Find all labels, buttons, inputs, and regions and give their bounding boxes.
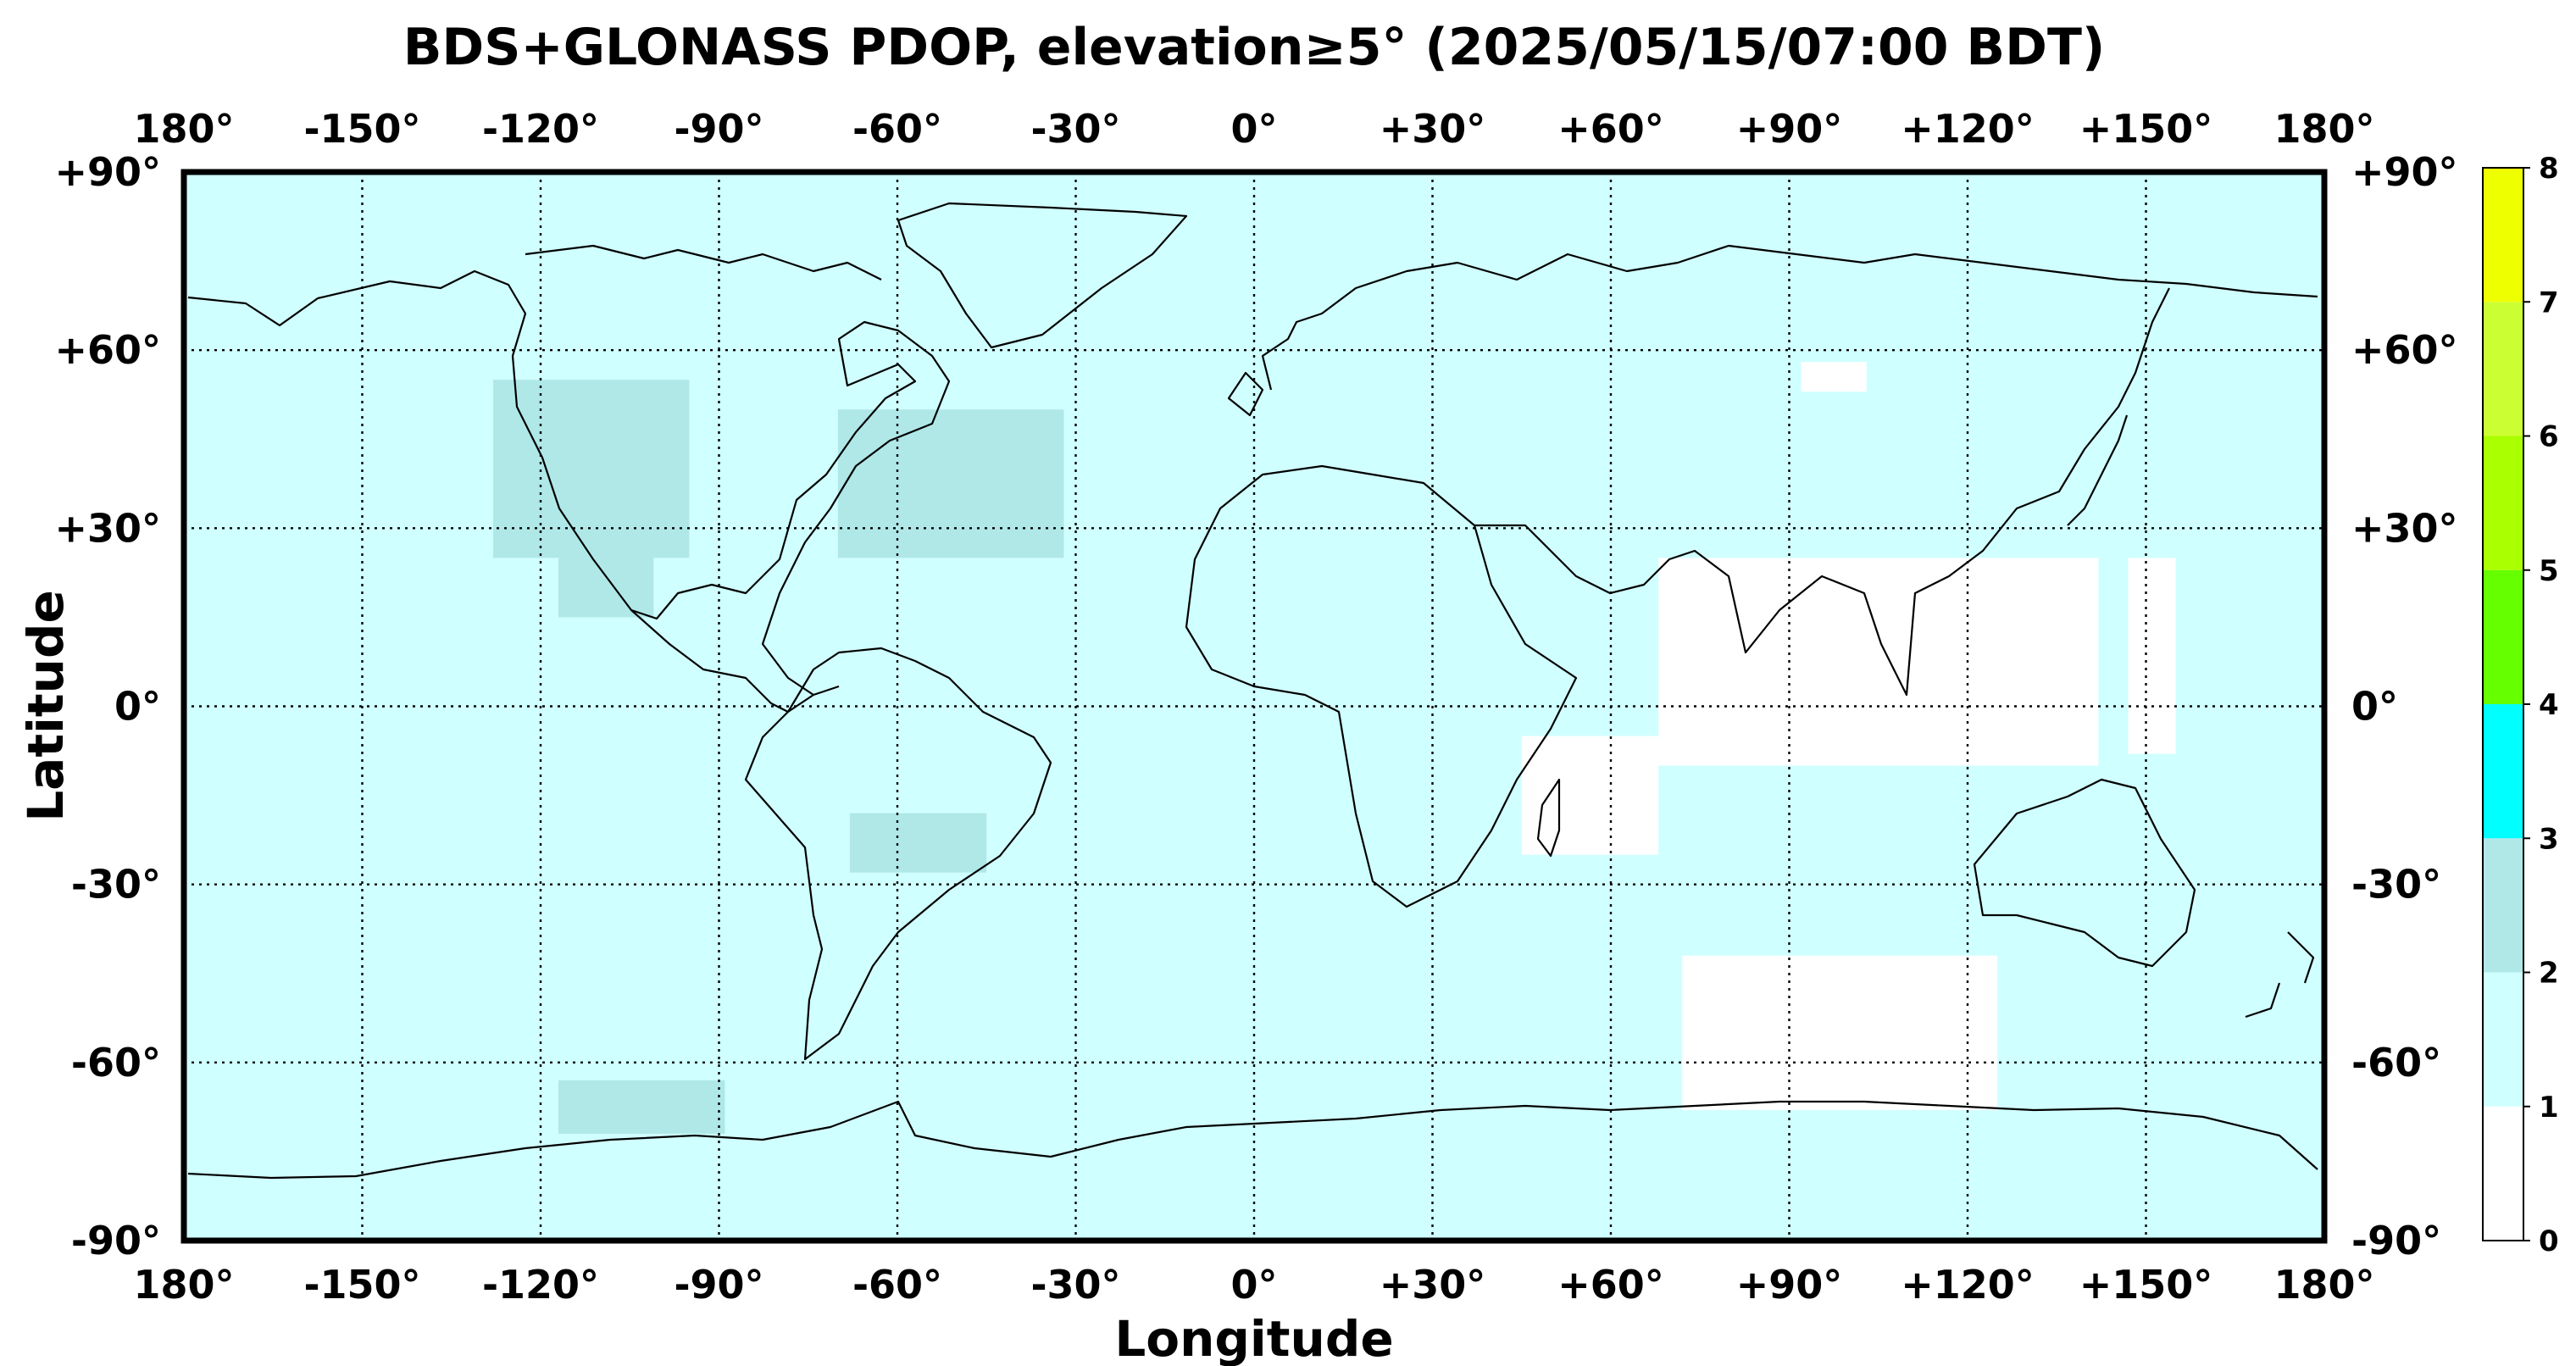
longitude-tick-label: -90°: [674, 106, 763, 152]
colorbar-segment: [2483, 569, 2523, 704]
longitude-tick-label: +90°: [1736, 1262, 1843, 1308]
coast-north-america: [187, 269, 951, 696]
longitude-tick-label: -150°: [303, 1262, 420, 1308]
longitude-tick-labels-top: 180° -150° -120° -90° -60° -30° 0° +30° +60° +90°…: [133, 106, 2374, 152]
coast-south-america: [744, 647, 1052, 1061]
colorbar-tick-label: 7: [2539, 286, 2559, 319]
longitude-tick-label: 180°: [2273, 106, 2374, 152]
longitude-tick-label: -60°: [852, 1262, 942, 1308]
longitude-tick-label: -60°: [852, 106, 942, 152]
colorbar-segments: [2483, 168, 2523, 1241]
pdop-region-1: [837, 409, 1064, 558]
longitude-tick-label: +60°: [1557, 1262, 1664, 1308]
longitude-tick-label: -150°: [303, 106, 420, 152]
coast-eurasia-north: [1261, 244, 2318, 391]
latitude-tick-label: -90°: [2351, 1218, 2441, 1263]
coast-australia: [1973, 778, 2196, 968]
coast-japan: [2067, 414, 2129, 526]
latitude-tick-label: -30°: [71, 862, 161, 908]
coast-asia-south: [1474, 287, 2170, 697]
colorbar-segment: [2483, 1106, 2523, 1241]
latitude-tick-label: -60°: [71, 1040, 161, 1086]
coastlines: [187, 202, 2318, 1180]
longitude-tick-labels-bottom: 180° -150° -120° -90° -60° -30° 0° +30° +60° +90°…: [133, 1262, 2374, 1308]
colorbar-tick-label: 3: [2539, 822, 2559, 856]
latitude-tick-label: +90°: [54, 149, 161, 195]
longitude-tick-label: 180°: [133, 1262, 234, 1308]
pdop-region-8: [2128, 558, 2176, 754]
longitude-tick-label: +120°: [1901, 1262, 2035, 1308]
longitude-tick-label: 0°: [1230, 106, 1277, 152]
longitude-tick-label: 0°: [1230, 1262, 1277, 1308]
pdop-region-4: [558, 1080, 725, 1134]
colorbar-tick-label: 8: [2539, 152, 2559, 186]
longitude-tick-label: +60°: [1557, 106, 1664, 152]
colorbar-tick-label: 5: [2539, 554, 2559, 588]
longitude-tick-label: -120°: [482, 1262, 599, 1308]
gridlines: [184, 172, 2324, 1241]
coast-greenland: [897, 202, 1188, 349]
colorbar-segment: [2483, 704, 2523, 839]
colorbar: 0 1 2 3 4 5 6 7 8: [2482, 152, 2559, 1258]
chart-title: BDS+GLONASS PDOP, elevation≥5° (2025/05/…: [403, 18, 2106, 77]
latitude-tick-label: +60°: [54, 327, 161, 373]
latitude-tick-labels-left: +90° +60° +30° 0° -30° -60° -90°: [54, 149, 161, 1263]
pdop-region-5: [1658, 558, 2099, 766]
y-axis-label: Latitude: [17, 590, 75, 822]
coast-new-zealand: [2245, 931, 2315, 1019]
colorbar-tick-labels: 0 1 2 3 4 5 6 7 8: [2523, 152, 2559, 1258]
colorbar-segment: [2483, 838, 2523, 973]
coast-madagascar: [1536, 778, 1561, 858]
latitude-tick-label: +90°: [2351, 149, 2458, 195]
longitude-tick-label: -30°: [1030, 1262, 1120, 1308]
map-frame: [180, 169, 2328, 1244]
latitude-tick-label: +30°: [54, 505, 161, 551]
pdop-region-7: [1682, 955, 1998, 1110]
colorbar-tick-label: 1: [2539, 1091, 2559, 1124]
latitude-tick-label: 0°: [114, 684, 161, 730]
colorbar-tick-label: 4: [2539, 688, 2559, 722]
latitude-tick-labels-right: +90° +60° +30° 0° -30° -60° -90°: [2351, 149, 2458, 1263]
colorbar-segment: [2483, 972, 2523, 1107]
coast-africa: [1185, 464, 1578, 908]
pdop-region-2: [558, 558, 654, 618]
pdop-region-9: [1801, 362, 1867, 392]
longitude-tick-label: -90°: [674, 1262, 763, 1308]
colorbar-segment: [2483, 168, 2523, 303]
pdop-region-6: [1521, 736, 1659, 855]
colorbar-segment: [2483, 436, 2523, 570]
latitude-tick-label: -60°: [2351, 1040, 2441, 1086]
longitude-tick-label: +30°: [1380, 106, 1486, 152]
longitude-tick-label: 180°: [2273, 1262, 2374, 1308]
longitude-tick-label: +150°: [2079, 1262, 2213, 1308]
colorbar-tick-label: 2: [2539, 957, 2559, 991]
colorbar-tick-label: 0: [2539, 1224, 2559, 1258]
longitude-tick-label: +120°: [1901, 106, 2035, 152]
pdop-region-3: [849, 813, 987, 873]
latitude-tick-label: -90°: [71, 1218, 161, 1263]
latitude-tick-label: +30°: [2351, 505, 2458, 551]
latitude-tick-label: +60°: [2351, 327, 2458, 373]
coast-antarctica: [187, 1100, 2318, 1180]
coast-uk: [1227, 371, 1264, 417]
pdop-region-0: [492, 380, 690, 558]
colorbar-tick-label: 6: [2539, 420, 2559, 454]
map-area: [180, 169, 2328, 1244]
colorbar-segment: [2483, 302, 2523, 436]
x-axis-label: Longitude: [1114, 1310, 1393, 1366]
coast-central-america: [630, 609, 840, 714]
longitude-tick-label: +30°: [1380, 1262, 1486, 1308]
coast-arctic-islands: [525, 244, 882, 280]
latitude-tick-label: 0°: [2351, 684, 2398, 730]
longitude-tick-label: -30°: [1030, 106, 1120, 152]
longitude-tick-label: +150°: [2079, 106, 2213, 152]
latitude-tick-label: -30°: [2351, 862, 2441, 908]
longitude-tick-label: -120°: [482, 106, 599, 152]
longitude-tick-label: 180°: [133, 106, 234, 152]
longitude-tick-label: +90°: [1736, 106, 1843, 152]
